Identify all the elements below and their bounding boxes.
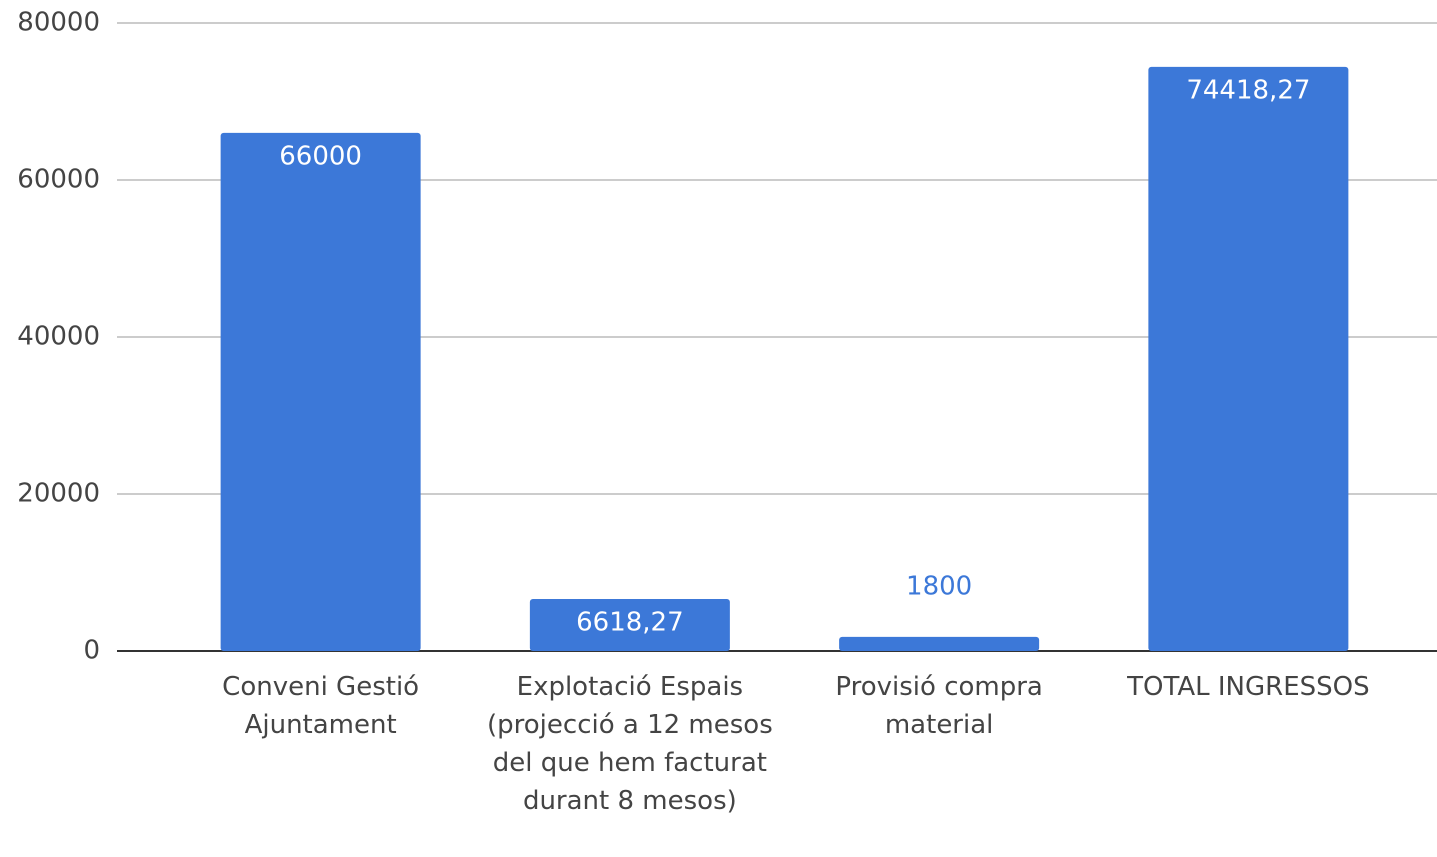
x-tick-label: TOTAL INGRESSOS [1127, 672, 1370, 702]
x-tick-label: Explotació Espais (projecció a 12 mesos … [487, 672, 773, 816]
y-tick-label: 80000 [17, 8, 100, 38]
y-tick-label: 60000 [17, 165, 100, 195]
bar [1148, 66, 1349, 651]
value-label: 74418,27 [1186, 75, 1310, 105]
y-tick-label: 20000 [17, 479, 100, 509]
bar [839, 636, 1040, 651]
x-tick-label: Conveni Gestió Ajuntament [222, 672, 420, 740]
value-label: 1800 [906, 571, 972, 601]
bar [220, 132, 421, 651]
value-label: 6618,27 [576, 608, 684, 638]
y-tick-label: 40000 [17, 322, 100, 352]
value-label: 66000 [279, 141, 362, 171]
x-tick-label: Provisió compra material [835, 672, 1043, 740]
y-tick-label: 0 [83, 636, 100, 666]
bar [529, 599, 730, 651]
